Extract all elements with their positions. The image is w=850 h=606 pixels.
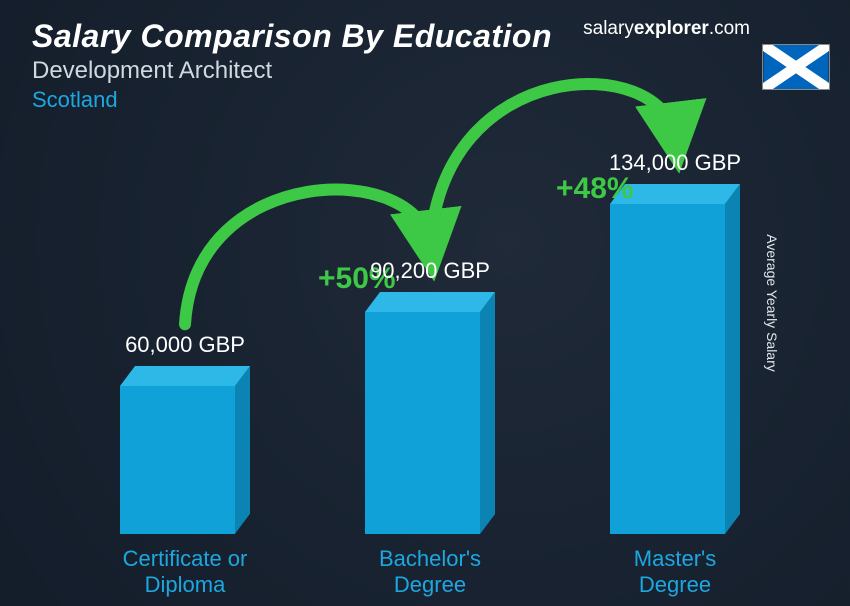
chart-title: Salary Comparison By Education bbox=[32, 18, 552, 55]
brand-logo: salaryexplorer.com bbox=[583, 18, 750, 40]
chart-area: 60,000 GBPCertificate orDiploma90,200 GB… bbox=[80, 154, 760, 534]
increment-label: +48% bbox=[556, 172, 634, 206]
bar-value-label: 134,000 GBP bbox=[609, 150, 741, 176]
flag-icon bbox=[762, 44, 830, 90]
bar-category-label: Bachelor'sDegree bbox=[379, 546, 481, 599]
chart-container: Salary Comparison By Education Developme… bbox=[0, 0, 850, 606]
bar-value-label: 90,200 GBP bbox=[370, 258, 490, 284]
chart-region: Scotland bbox=[32, 87, 552, 113]
brand-prefix: salary bbox=[583, 18, 634, 39]
chart-subtitle: Development Architect bbox=[32, 57, 552, 85]
bar-category-label: Certificate orDiploma bbox=[123, 546, 248, 599]
brand-suffix: .com bbox=[709, 18, 750, 39]
y-axis-label: Average Yearly Salary bbox=[763, 234, 779, 372]
brand-bold: explorer bbox=[634, 18, 709, 39]
header: Salary Comparison By Education Developme… bbox=[32, 18, 552, 113]
bar-category-label: Master'sDegree bbox=[634, 546, 716, 599]
bar-value-label: 60,000 GBP bbox=[125, 332, 245, 358]
